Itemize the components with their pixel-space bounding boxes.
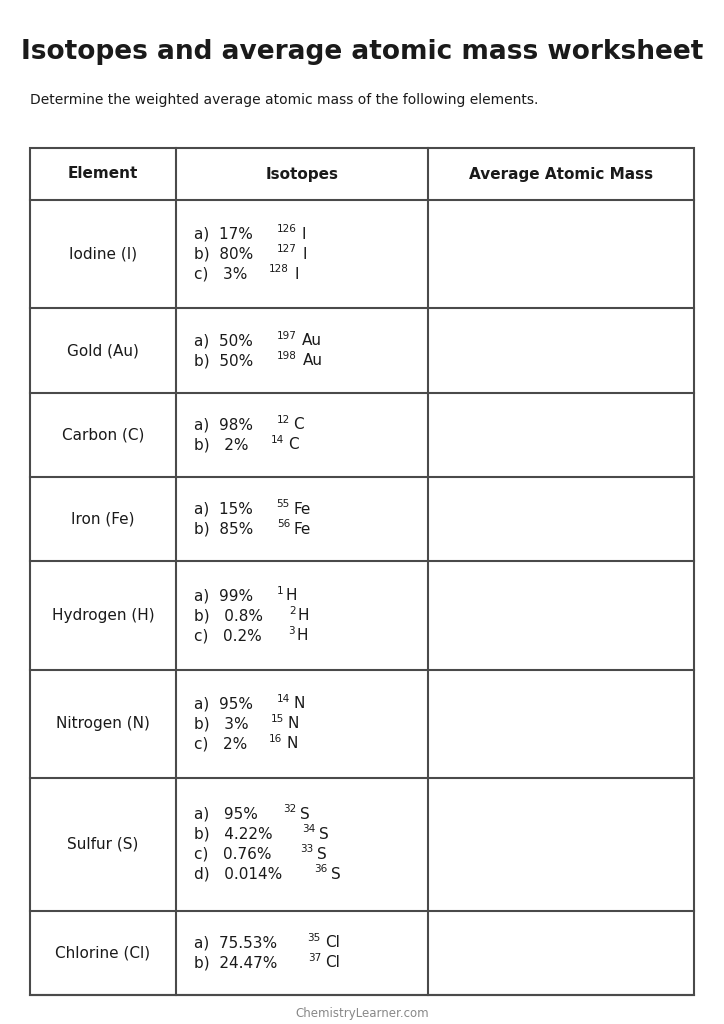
Text: Nitrogen (N): Nitrogen (N): [56, 717, 150, 731]
Text: Element: Element: [68, 167, 138, 181]
Text: H: H: [296, 628, 308, 643]
Text: Chlorine (Cl): Chlorine (Cl): [56, 945, 151, 961]
Text: 198: 198: [277, 350, 297, 360]
Text: d)   0.014%: d) 0.014%: [194, 867, 287, 882]
Text: 56: 56: [277, 519, 290, 529]
Text: C: C: [294, 418, 304, 432]
Text: Au: Au: [303, 353, 322, 368]
Text: 3: 3: [287, 626, 295, 636]
Text: 16: 16: [269, 734, 282, 744]
Text: a)  50%: a) 50%: [194, 333, 258, 348]
Text: Cl: Cl: [325, 935, 340, 950]
Text: 12: 12: [277, 415, 290, 425]
Text: 128: 128: [269, 264, 289, 274]
Text: 34: 34: [302, 824, 315, 835]
Text: b)   4.22%: b) 4.22%: [194, 827, 277, 842]
Text: S: S: [317, 847, 327, 862]
Text: Iron (Fe): Iron (Fe): [71, 512, 135, 526]
Text: 14: 14: [271, 435, 284, 444]
Text: I: I: [303, 247, 307, 262]
Text: 126: 126: [277, 224, 296, 234]
Text: b)   2%: b) 2%: [194, 437, 253, 453]
Text: 37: 37: [308, 953, 321, 963]
Text: 55: 55: [277, 500, 290, 509]
Text: b)   3%: b) 3%: [194, 717, 253, 731]
Text: 15: 15: [271, 714, 284, 724]
Text: c)   0.2%: c) 0.2%: [194, 628, 266, 643]
Text: H: H: [285, 588, 297, 603]
Text: N: N: [288, 717, 299, 731]
Text: S: S: [300, 807, 310, 822]
Text: a)  95%: a) 95%: [194, 696, 258, 712]
Text: Isotopes and average atomic mass worksheet: Isotopes and average atomic mass workshe…: [21, 39, 703, 65]
Text: a)  75.53%: a) 75.53%: [194, 935, 282, 950]
Text: ChemistryLearner.com: ChemistryLearner.com: [295, 1007, 429, 1020]
Text: Gold (Au): Gold (Au): [67, 343, 139, 358]
Text: I: I: [302, 226, 306, 242]
Text: 33: 33: [300, 845, 313, 854]
Text: N: N: [286, 736, 298, 752]
Text: 35: 35: [308, 933, 321, 943]
Text: S: S: [319, 827, 329, 842]
Text: 197: 197: [277, 331, 296, 341]
Text: 127: 127: [277, 244, 297, 254]
Text: Fe: Fe: [293, 502, 311, 517]
Text: 2: 2: [290, 605, 296, 615]
Text: 32: 32: [283, 805, 296, 814]
Text: Average Atomic Mass: Average Atomic Mass: [469, 167, 653, 181]
Text: a)   95%: a) 95%: [194, 807, 263, 822]
Text: S: S: [332, 867, 341, 882]
Text: Sulfur (S): Sulfur (S): [67, 837, 139, 852]
Text: c)   2%: c) 2%: [194, 736, 252, 752]
Text: b)  80%: b) 80%: [194, 247, 258, 262]
Text: a)  17%: a) 17%: [194, 226, 258, 242]
Text: Carbon (C): Carbon (C): [62, 427, 144, 442]
Text: Au: Au: [302, 333, 322, 348]
Text: Hydrogen (H): Hydrogen (H): [51, 608, 154, 623]
Text: 14: 14: [277, 694, 290, 703]
Text: a)  99%: a) 99%: [194, 588, 258, 603]
Text: c)   3%: c) 3%: [194, 266, 253, 282]
Text: Fe: Fe: [294, 521, 311, 537]
Text: Cl: Cl: [325, 955, 340, 971]
Text: N: N: [294, 696, 305, 712]
Text: H: H: [298, 608, 309, 623]
Text: b)   0.8%: b) 0.8%: [194, 608, 268, 623]
Text: C: C: [287, 437, 298, 453]
Text: c)   0.76%: c) 0.76%: [194, 847, 277, 862]
Text: a)  98%: a) 98%: [194, 418, 258, 432]
Text: Isotopes: Isotopes: [266, 167, 339, 181]
Text: Determine the weighted average atomic mass of the following elements.: Determine the weighted average atomic ma…: [30, 93, 539, 106]
Text: I: I: [295, 266, 300, 282]
Text: 1: 1: [277, 586, 283, 596]
Text: a)  15%: a) 15%: [194, 502, 258, 517]
Bar: [30, 148, 694, 995]
Text: 36: 36: [314, 864, 327, 874]
Text: Iodine (I): Iodine (I): [69, 247, 137, 262]
Text: b)  50%: b) 50%: [194, 353, 258, 368]
Text: b)  85%: b) 85%: [194, 521, 258, 537]
Text: b)  24.47%: b) 24.47%: [194, 955, 282, 971]
